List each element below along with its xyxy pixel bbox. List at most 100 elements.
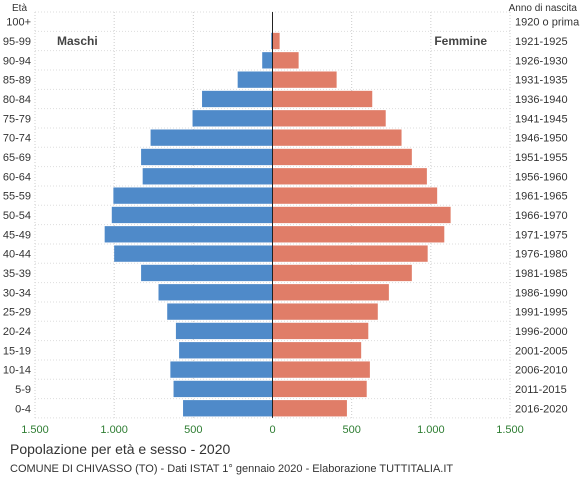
bar-femmine	[272, 32, 280, 50]
bar-femmine	[272, 168, 427, 185]
bar-femmine	[272, 380, 367, 398]
bar-maschi	[104, 226, 273, 243]
bar-femmine	[272, 245, 428, 262]
age-group-label: 75-79	[3, 113, 31, 125]
bar-femmine	[272, 400, 347, 417]
age-group-label: 100+	[6, 17, 31, 29]
birth-year-label: 1920 o prima	[515, 17, 580, 29]
age-group-label: 25-29	[3, 307, 31, 319]
bar-femmine	[272, 284, 389, 301]
bar-maschi	[179, 342, 273, 359]
age-group-label: 95-99	[3, 36, 31, 48]
age-group-label: 65-69	[3, 152, 31, 164]
birth-year-label: 2016-2020	[515, 403, 568, 415]
age-group-label: 60-64	[3, 171, 31, 183]
age-group-label: 85-89	[3, 75, 31, 87]
birth-year-label: 1956-1960	[515, 171, 568, 183]
birth-year-label: 1961-1965	[515, 191, 568, 203]
birth-year-label: 1931-1935	[515, 75, 568, 87]
age-group-label: 90-94	[3, 55, 31, 67]
x-tick-label: 0	[269, 424, 275, 436]
bar-femmine	[272, 342, 362, 359]
birth-year-label: 1996-2000	[515, 326, 568, 338]
bar-femmine	[272, 303, 378, 320]
x-tick-label: 500	[342, 424, 360, 436]
bar-femmine	[272, 71, 337, 88]
bar-maschi	[173, 380, 273, 398]
bar-femmine	[272, 110, 386, 127]
bar-maschi	[141, 148, 273, 166]
birth-year-label: 1981-1985	[515, 268, 568, 280]
x-tick-label: 1.500	[496, 424, 524, 436]
birth-year-label: 1966-1970	[515, 210, 568, 222]
birth-year-label: 1971-1975	[515, 229, 568, 241]
x-tick-label: 1.000	[100, 424, 128, 436]
bar-maschi	[141, 264, 273, 282]
birth-year-label: 2006-2010	[515, 365, 568, 377]
age-group-label: 40-44	[3, 249, 31, 261]
bar-femmine	[272, 148, 412, 166]
bar-maschi	[262, 52, 273, 69]
age-group-label: 55-59	[3, 191, 31, 203]
bar-maschi	[150, 129, 273, 146]
bar-femmine	[272, 226, 445, 243]
bar-femmine	[272, 322, 369, 340]
bar-maschi	[158, 284, 273, 301]
bar-femmine	[272, 206, 451, 224]
bar-femmine	[272, 264, 412, 282]
birth-year-label: 2001-2005	[515, 345, 568, 357]
chart-title: Popolazione per età e sesso - 2020	[10, 441, 231, 457]
age-group-label: 5-9	[15, 384, 31, 396]
chart-subtitle: COMUNE DI CHIVASSO (TO) - Dati ISTAT 1° …	[10, 463, 454, 475]
bar-maschi	[114, 245, 273, 262]
age-group-label: 80-84	[3, 94, 31, 106]
x-tick-label: 500	[184, 424, 202, 436]
birth-year-label: 1991-1995	[515, 307, 568, 319]
age-group-label: 0-4	[15, 403, 31, 415]
bar-maschi	[170, 361, 273, 378]
age-group-label: 35-39	[3, 268, 31, 280]
bar-femmine	[272, 187, 438, 204]
series-label-femmine: Femmine	[434, 34, 487, 48]
bar-maschi	[183, 400, 273, 417]
bar-maschi	[167, 303, 273, 320]
age-group-label: 20-24	[3, 326, 31, 338]
age-group-labels: 100+ 95-99 90-94 85-89 80-84 75-79 70-74 65-69 6…	[3, 17, 31, 416]
bars	[104, 13, 451, 417]
birth-year-label: 1941-1945	[515, 113, 568, 125]
birth-year-label: 1946-1950	[515, 133, 568, 145]
age-group-label: 30-34	[3, 287, 31, 299]
birth-year-label: 1921-1925	[515, 36, 568, 48]
age-group-label: 10-14	[3, 365, 31, 377]
bar-maschi	[111, 206, 273, 224]
bar-maschi	[237, 71, 273, 88]
bar-femmine	[272, 361, 370, 378]
age-group-label: 70-74	[3, 133, 31, 145]
series-label-maschi: Maschi	[57, 34, 98, 48]
x-tick-labels: 1.500 1.000 500 0 500 1.000 1.500	[21, 424, 524, 436]
x-tick-label: 1.500	[21, 424, 49, 436]
age-group-label: 50-54	[3, 210, 31, 222]
x-tick-label: 1.000	[417, 424, 445, 436]
birth-year-label: 1951-1955	[515, 152, 568, 164]
birth-year-label: 2011-2015	[515, 384, 567, 396]
birth-year-label: 1986-1990	[515, 287, 568, 299]
bar-femmine	[272, 52, 299, 69]
age-axis-title: Età	[12, 3, 27, 14]
birth-year-label: 1936-1940	[515, 94, 568, 106]
bar-maschi	[142, 168, 273, 185]
bar-femmine	[272, 129, 402, 146]
birth-year-label: 1926-1930	[515, 55, 568, 67]
bar-maschi	[113, 187, 273, 204]
bar-femmine	[272, 90, 373, 108]
bar-maschi	[192, 110, 273, 127]
bar-maschi	[202, 90, 273, 108]
bar-maschi	[175, 322, 273, 340]
birth-year-labels: 1920 o prima 1921-1925 1926-1930 1931-1935 1…	[515, 17, 580, 416]
age-group-label: 15-19	[3, 345, 31, 357]
bar-maschi	[271, 32, 273, 50]
birth-year-label: 1976-1980	[515, 249, 568, 261]
birth-year-axis-title: Anno di nascita	[509, 3, 578, 14]
age-group-label: 45-49	[3, 229, 31, 241]
